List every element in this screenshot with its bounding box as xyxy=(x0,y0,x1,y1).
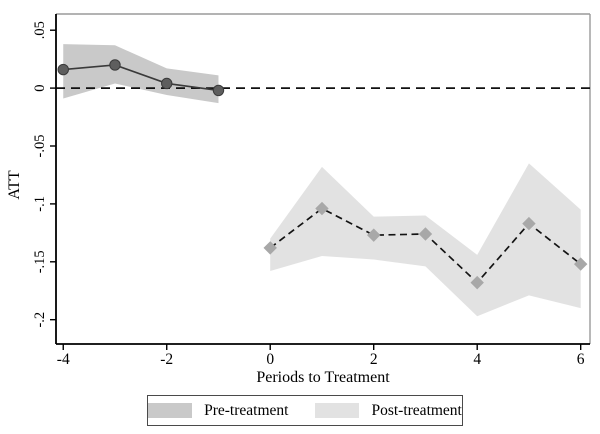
post-treatment-point xyxy=(263,241,277,255)
post-treatment-point xyxy=(522,216,536,231)
y-tick-label: -.1 xyxy=(32,196,48,212)
pre-treatment-swatch xyxy=(148,403,193,418)
y-tick-label: .05 xyxy=(32,21,48,39)
y-tick-label: -.15 xyxy=(32,250,48,273)
post-treatment-point xyxy=(315,201,329,216)
y-axis-title: ATT xyxy=(6,170,23,200)
y-tick-label: 0 xyxy=(32,84,48,91)
event-study-plot: .05 0 -.05 -.1 -.15 -.2 -4 -2 0 2 4 6 ATT Periods … xyxy=(6,13,591,386)
y-axis: .05 0 -.05 -.1 -.15 -.2 xyxy=(32,14,57,344)
x-tick-label: 2 xyxy=(370,351,378,368)
y-tick-label: -.05 xyxy=(32,135,48,158)
plot-border xyxy=(56,13,591,344)
data-series xyxy=(57,59,588,290)
x-tick-label: -2 xyxy=(160,351,173,368)
x-tick-label: 0 xyxy=(266,351,274,368)
pre-treatment-point xyxy=(161,77,173,90)
x-tick-label: 4 xyxy=(473,351,481,368)
legend: Pre-treatment Post-treatment xyxy=(147,395,463,426)
pre-treatment-point xyxy=(109,59,121,71)
x-tick-label: -4 xyxy=(57,351,70,368)
pre-treatment-point xyxy=(212,84,225,97)
post-treatment-point xyxy=(418,227,433,241)
legend-item-pre-treatment: Pre-treatment xyxy=(148,403,288,419)
post-treatment-point xyxy=(470,275,484,290)
x-axis: -4 -2 0 2 4 6 xyxy=(56,343,590,368)
post-treatment-swatch xyxy=(315,403,360,418)
pre-treatment-point xyxy=(57,63,69,76)
x-axis-title: Periods to Treatment xyxy=(256,369,390,386)
pre-treatment-line xyxy=(63,64,219,92)
x-tick-label: 6 xyxy=(577,351,585,368)
confidence-bands xyxy=(63,44,581,317)
post-treatment-label: Post-treatment xyxy=(371,401,462,419)
y-tick-label: -.2 xyxy=(32,312,48,328)
pre-treatment-label: Pre-treatment xyxy=(204,401,289,419)
post-treatment-point xyxy=(573,257,588,271)
post-treatment-point xyxy=(367,228,381,242)
legend-item-post-treatment: Post-treatment xyxy=(315,401,462,419)
